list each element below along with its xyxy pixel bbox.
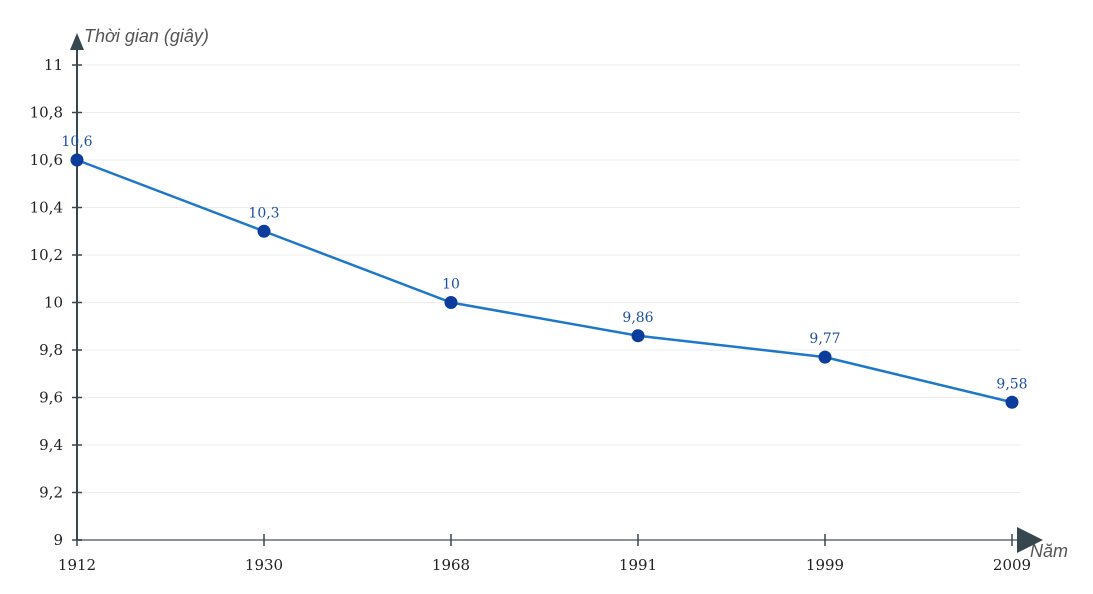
y-tick-label: 11	[44, 56, 63, 74]
data-point	[631, 329, 645, 343]
data-point	[818, 350, 832, 364]
axes	[70, 33, 1043, 553]
y-ticks: 9 9,2 9,4 9,6 9,8 10 10,2 10,4 10,6 10,8 11	[30, 56, 82, 549]
grid	[77, 64, 1020, 493]
data-label: 9,77	[809, 331, 840, 347]
y-axis-title: Thời gian (giây)	[84, 26, 209, 46]
y-axis-arrow	[70, 33, 84, 50]
y-tick-label: 10	[44, 294, 63, 312]
x-tick-label: 1930	[245, 556, 283, 574]
y-tick-label: 9,8	[39, 341, 63, 359]
data-label: 9,58	[996, 376, 1027, 392]
data-point	[70, 153, 84, 167]
data-point	[1005, 395, 1019, 409]
y-tick-label: 9,6	[39, 389, 63, 407]
data-label: 10,3	[248, 205, 279, 221]
x-ticks: 1912 1930 1968 1991 1999 2009	[58, 534, 1031, 574]
data-point	[444, 296, 458, 309]
x-axis-arrow	[1017, 527, 1043, 553]
x-axis-title: Năm	[1030, 541, 1068, 561]
data-points	[70, 153, 1019, 409]
y-tick-label: 10,4	[30, 199, 63, 217]
x-tick-label: 1999	[806, 556, 844, 574]
x-tick-label: 2009	[993, 556, 1031, 574]
x-tick-label: 1912	[58, 556, 96, 574]
y-tick-label: 10,8	[30, 104, 63, 122]
series-line	[76, 158, 1013, 404]
y-tick-label: 9,2	[39, 484, 63, 502]
data-label: 9,86	[622, 310, 653, 326]
data-label: 10,6	[61, 134, 92, 150]
y-tick-label: 10,2	[30, 246, 63, 264]
x-tick-label: 1991	[619, 556, 657, 574]
y-tick-label: 10,6	[30, 151, 63, 169]
data-label: 10	[442, 277, 460, 293]
x-tick-label: 1968	[432, 556, 470, 574]
y-tick-label: 9,4	[39, 436, 63, 454]
data-labels: 10,6 10,3 10 9,86 9,77 9,58	[61, 134, 1027, 392]
data-point	[257, 224, 271, 238]
y-tick-label: 9	[53, 531, 63, 549]
